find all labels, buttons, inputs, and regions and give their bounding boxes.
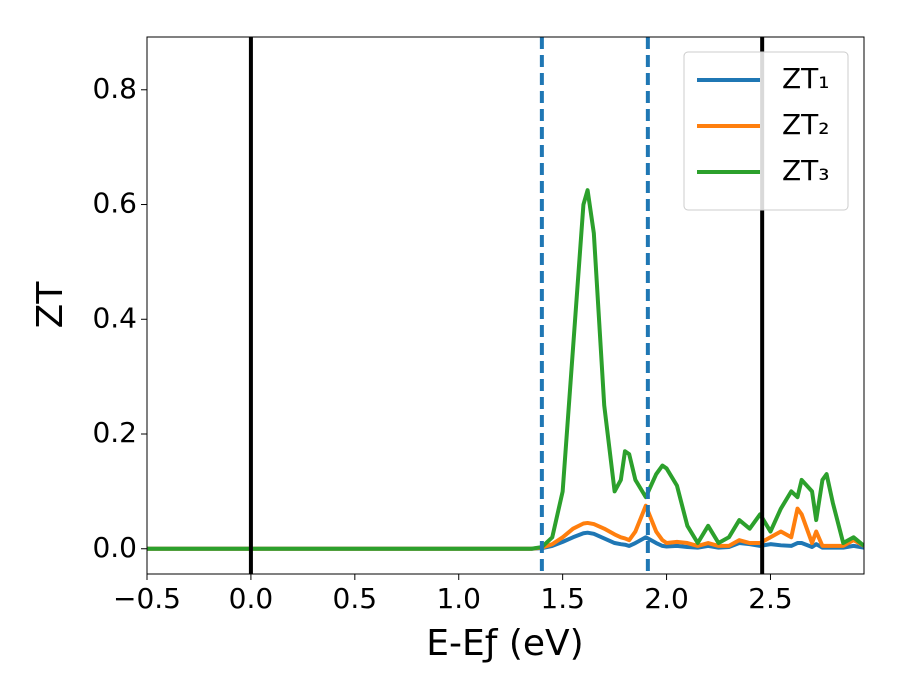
x-tick-label: 0.0 — [229, 582, 274, 615]
x-tick-label: 0.5 — [333, 582, 378, 615]
y-tick-label: 0.4 — [92, 301, 137, 334]
y-tick-label: 0.0 — [92, 531, 137, 564]
series-line — [147, 188, 864, 551]
x-tick-label: −0.5 — [113, 582, 181, 615]
x-tick-label: 2.5 — [748, 582, 793, 615]
x-tick-label: 2.0 — [644, 582, 689, 615]
plot-frame — [146, 36, 865, 575]
x-axis-label: E-Eƒ (eV) — [426, 623, 583, 664]
legend-label: ZT₂ — [782, 108, 830, 141]
series-line — [147, 503, 864, 551]
y-tick-label: 0.6 — [92, 187, 137, 220]
x-tick-label: 1.0 — [436, 582, 481, 615]
legend-label: ZT₁ — [782, 62, 830, 95]
legend-label: ZT₃ — [782, 154, 830, 187]
series-line — [147, 530, 864, 551]
y-axis-label: ZT — [30, 281, 71, 329]
y-tick-label: 0.8 — [92, 72, 137, 105]
y-tick-label: 0.2 — [92, 416, 137, 449]
x-tick-label: 1.5 — [540, 582, 585, 615]
